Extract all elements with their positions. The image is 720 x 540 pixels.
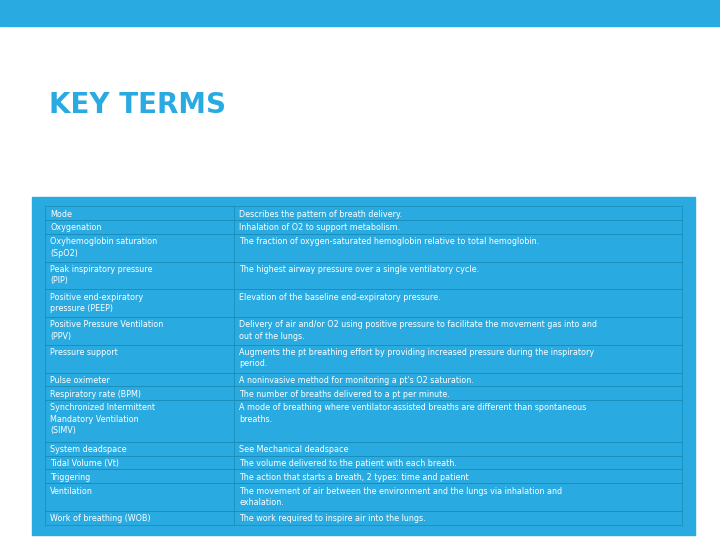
Bar [32, 197, 695, 535]
Text: Oxygenation: Oxygenation [50, 224, 102, 232]
Text: A mode of breathing where ventilator-assisted breaths are different than spontan: A mode of breathing where ventilator-ass… [240, 403, 587, 424]
Bar [45, 206, 682, 220]
Bar [45, 456, 682, 469]
Text: Delivery of air and/or O2 using positive pressure to facilitate the movement gas: Delivery of air and/or O2 using positive… [240, 320, 598, 341]
Bar [45, 511, 682, 525]
Bar [45, 469, 682, 483]
Bar [45, 262, 682, 289]
Text: Peak inspiratory pressure
(PIP): Peak inspiratory pressure (PIP) [50, 265, 153, 285]
Bar [45, 483, 682, 511]
Bar [45, 442, 682, 456]
Text: Ventilation: Ventilation [50, 487, 94, 496]
Bar [45, 386, 682, 400]
Bar [45, 234, 682, 262]
Text: Triggering: Triggering [50, 472, 91, 482]
Text: The fraction of oxygen-saturated hemoglobin relative to total hemoglobin.: The fraction of oxygen-saturated hemoglo… [240, 237, 539, 246]
Text: The movement of air between the environment and the lungs via inhalation and
exh: The movement of air between the environm… [240, 487, 562, 507]
Bar [45, 345, 682, 373]
Text: System deadspace: System deadspace [50, 445, 127, 454]
Bar [45, 220, 682, 234]
Text: A noninvasive method for monitoring a pt's O2 saturation.: A noninvasive method for monitoring a pt… [240, 376, 474, 384]
Bar [45, 373, 682, 386]
Text: KEY TERMS: KEY TERMS [49, 91, 226, 119]
Text: The work required to inspire air into the lungs.: The work required to inspire air into th… [240, 514, 426, 523]
Bar [0, 0, 720, 26]
Text: The highest airway pressure over a single ventilatory cycle.: The highest airway pressure over a singl… [240, 265, 480, 274]
Bar [45, 400, 682, 442]
Text: Pulse oximeter: Pulse oximeter [50, 376, 110, 384]
Text: Elevation of the baseline end-expiratory pressure.: Elevation of the baseline end-expiratory… [240, 293, 441, 302]
Bar [45, 317, 682, 345]
Text: Inhalation of O2 to support metabolism.: Inhalation of O2 to support metabolism. [240, 224, 400, 232]
Text: Mode: Mode [50, 210, 73, 219]
Text: Tidal Volume (Vt): Tidal Volume (Vt) [50, 459, 120, 468]
Bar [45, 289, 682, 317]
Text: Pressure support: Pressure support [50, 348, 118, 357]
Text: Work of breathing (WOB): Work of breathing (WOB) [50, 514, 151, 523]
Text: Positive end-expiratory
pressure (PEEP): Positive end-expiratory pressure (PEEP) [50, 293, 143, 313]
Text: See Mechanical deadspace: See Mechanical deadspace [240, 445, 349, 454]
Text: Oxyhemoglobin saturation
(SpO2): Oxyhemoglobin saturation (SpO2) [50, 237, 158, 258]
Text: The volume delivered to the patient with each breath.: The volume delivered to the patient with… [240, 459, 457, 468]
Text: The action that starts a breath, 2 types: time and patient: The action that starts a breath, 2 types… [240, 472, 469, 482]
Text: Augments the pt breathing effort by providing increased pressure during the insp: Augments the pt breathing effort by prov… [240, 348, 595, 368]
Text: Describes the pattern of breath delivery.: Describes the pattern of breath delivery… [240, 210, 402, 219]
Text: Respiratory rate (BPM): Respiratory rate (BPM) [50, 389, 141, 399]
Text: Synchronized Intermittent
Mandatory Ventilation
(SIMV): Synchronized Intermittent Mandatory Vent… [50, 403, 156, 435]
Text: Positive Pressure Ventilation
(PPV): Positive Pressure Ventilation (PPV) [50, 320, 163, 341]
Text: The number of breaths delivered to a pt per minute.: The number of breaths delivered to a pt … [240, 389, 450, 399]
